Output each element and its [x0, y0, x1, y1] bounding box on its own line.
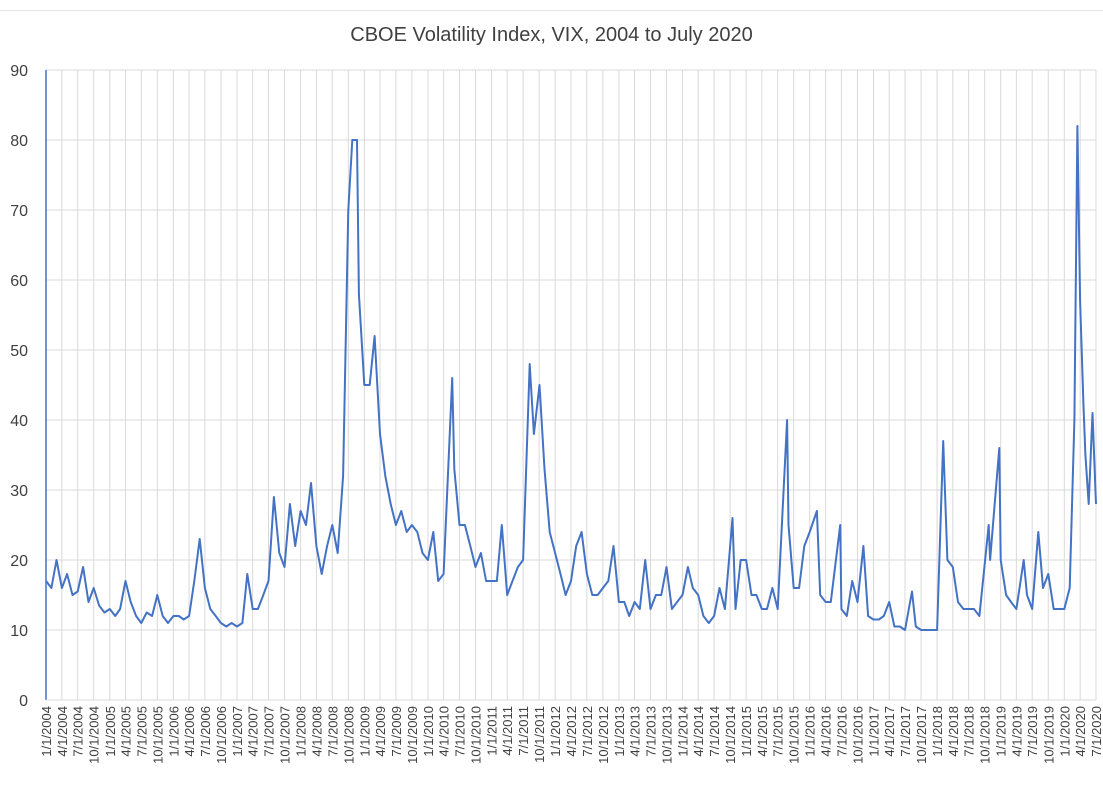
- x-tick-label: 4/1/2011: [500, 706, 515, 756]
- x-tick-label: 4/1/2015: [755, 706, 770, 757]
- x-tick-label: 7/1/2018: [962, 706, 977, 757]
- x-tick-label: 7/1/2017: [898, 706, 913, 757]
- x-tick-label: 7/1/2020: [1089, 706, 1103, 757]
- x-tick-label: 10/1/2007: [278, 706, 293, 764]
- y-tick-label: 70: [10, 203, 28, 220]
- x-tick-label: 1/1/2017: [866, 706, 881, 757]
- x-tick-label: 1/1/2010: [421, 706, 436, 757]
- y-tick-label: 60: [10, 273, 28, 290]
- x-tick-label: 4/1/2020: [1073, 706, 1088, 757]
- x-tick-label: 10/1/2009: [405, 706, 420, 764]
- x-tick-label: 1/1/2008: [294, 706, 309, 757]
- x-tick-label: 4/1/2006: [182, 706, 197, 757]
- series-line-vix: [45, 125, 1097, 631]
- x-tick-label: 7/1/2014: [707, 706, 722, 757]
- x-tick-label: 7/1/2006: [198, 706, 213, 757]
- x-tick-label: 4/1/2017: [882, 706, 897, 757]
- window-top-strip: [0, 0, 1103, 11]
- x-tick-label: 7/1/2016: [834, 706, 849, 757]
- x-tick-label: 4/1/2007: [246, 706, 261, 757]
- x-tick-label: 1/1/2011: [485, 706, 500, 756]
- x-tick-label: 10/1/2011: [532, 706, 547, 763]
- x-tick-label: 10/1/2015: [787, 706, 802, 764]
- y-tick-label: 90: [10, 63, 28, 80]
- x-tick-label: 7/1/2015: [771, 706, 786, 757]
- y-tick-label: 30: [10, 483, 28, 500]
- x-tick-label: 1/1/2014: [676, 706, 691, 757]
- x-tick-label: 7/1/2011: [516, 706, 531, 756]
- x-tick-label: 4/1/2016: [819, 706, 834, 757]
- x-tick-label: 10/1/2006: [214, 706, 229, 764]
- y-tick-label: 40: [10, 413, 28, 430]
- x-tick-label: 1/1/2015: [739, 706, 754, 757]
- x-tick-label: 4/1/2008: [309, 706, 324, 757]
- x-tick-label: 7/1/2009: [389, 706, 404, 757]
- x-tick-label: 4/1/2018: [946, 706, 961, 757]
- x-tick-label: 10/1/2018: [978, 706, 993, 764]
- x-tick-label: 10/1/2012: [596, 706, 611, 764]
- x-tick-label: 7/1/2012: [580, 706, 595, 757]
- x-tick-label: 7/1/2010: [452, 706, 467, 757]
- x-tick-label: 10/1/2008: [341, 706, 356, 764]
- y-tick-label: 80: [10, 133, 28, 150]
- y-tick-label: 20: [10, 553, 28, 570]
- x-tick-label: 1/1/2013: [612, 706, 627, 757]
- x-tick-label: 10/1/2019: [1041, 706, 1056, 764]
- x-tick-label: 7/1/2005: [134, 706, 149, 757]
- x-tick-label: 1/1/2009: [357, 706, 372, 757]
- x-tick-label: 1/1/2012: [548, 706, 563, 757]
- y-tick-label: 10: [10, 623, 28, 640]
- x-tick-label: 10/1/2010: [469, 706, 484, 764]
- x-tick-label: 10/1/2014: [723, 706, 738, 764]
- x-tick-label: 10/1/2013: [659, 706, 674, 764]
- x-tick-label: 7/1/2013: [643, 706, 658, 757]
- x-tick-label: 10/1/2016: [850, 706, 865, 764]
- x-tick-label: 4/1/2012: [564, 706, 579, 757]
- x-tick-label: 10/1/2004: [87, 706, 102, 764]
- x-tick-label: 7/1/2004: [71, 706, 86, 757]
- x-tick-label: 4/1/2009: [373, 706, 388, 757]
- x-tick-label: 4/1/2019: [1009, 706, 1024, 757]
- x-tick-label: 1/1/2020: [1057, 706, 1072, 757]
- x-tick-label: 1/1/2018: [930, 706, 945, 757]
- x-tick-label: 1/1/2006: [166, 706, 181, 757]
- x-tick-label: 1/1/2005: [103, 706, 118, 757]
- x-tick-label: 4/1/2013: [628, 706, 643, 757]
- x-tick-label: 10/1/2017: [914, 706, 929, 764]
- x-tick-label: 1/1/2019: [994, 706, 1009, 757]
- x-tick-label: 7/1/2008: [325, 706, 340, 757]
- x-tick-label: 1/1/2016: [803, 706, 818, 757]
- x-tick-label: 4/1/2014: [691, 706, 706, 757]
- x-tick-label: 1/1/2007: [230, 706, 245, 757]
- y-tick-label: 50: [10, 343, 28, 360]
- x-tick-label: 4/1/2005: [118, 706, 133, 757]
- y-tick-label: 0: [19, 693, 28, 710]
- x-tick-label: 4/1/2010: [437, 706, 452, 757]
- chart-title: CBOE Volatility Index, VIX, 2004 to July…: [350, 24, 753, 46]
- x-tick-label: 7/1/2007: [262, 706, 277, 757]
- x-tick-label: 1/1/2004: [39, 706, 54, 757]
- x-tick-label: 10/1/2005: [150, 706, 165, 764]
- x-tick-label: 7/1/2019: [1025, 706, 1040, 757]
- x-tick-label: 4/1/2004: [55, 706, 70, 757]
